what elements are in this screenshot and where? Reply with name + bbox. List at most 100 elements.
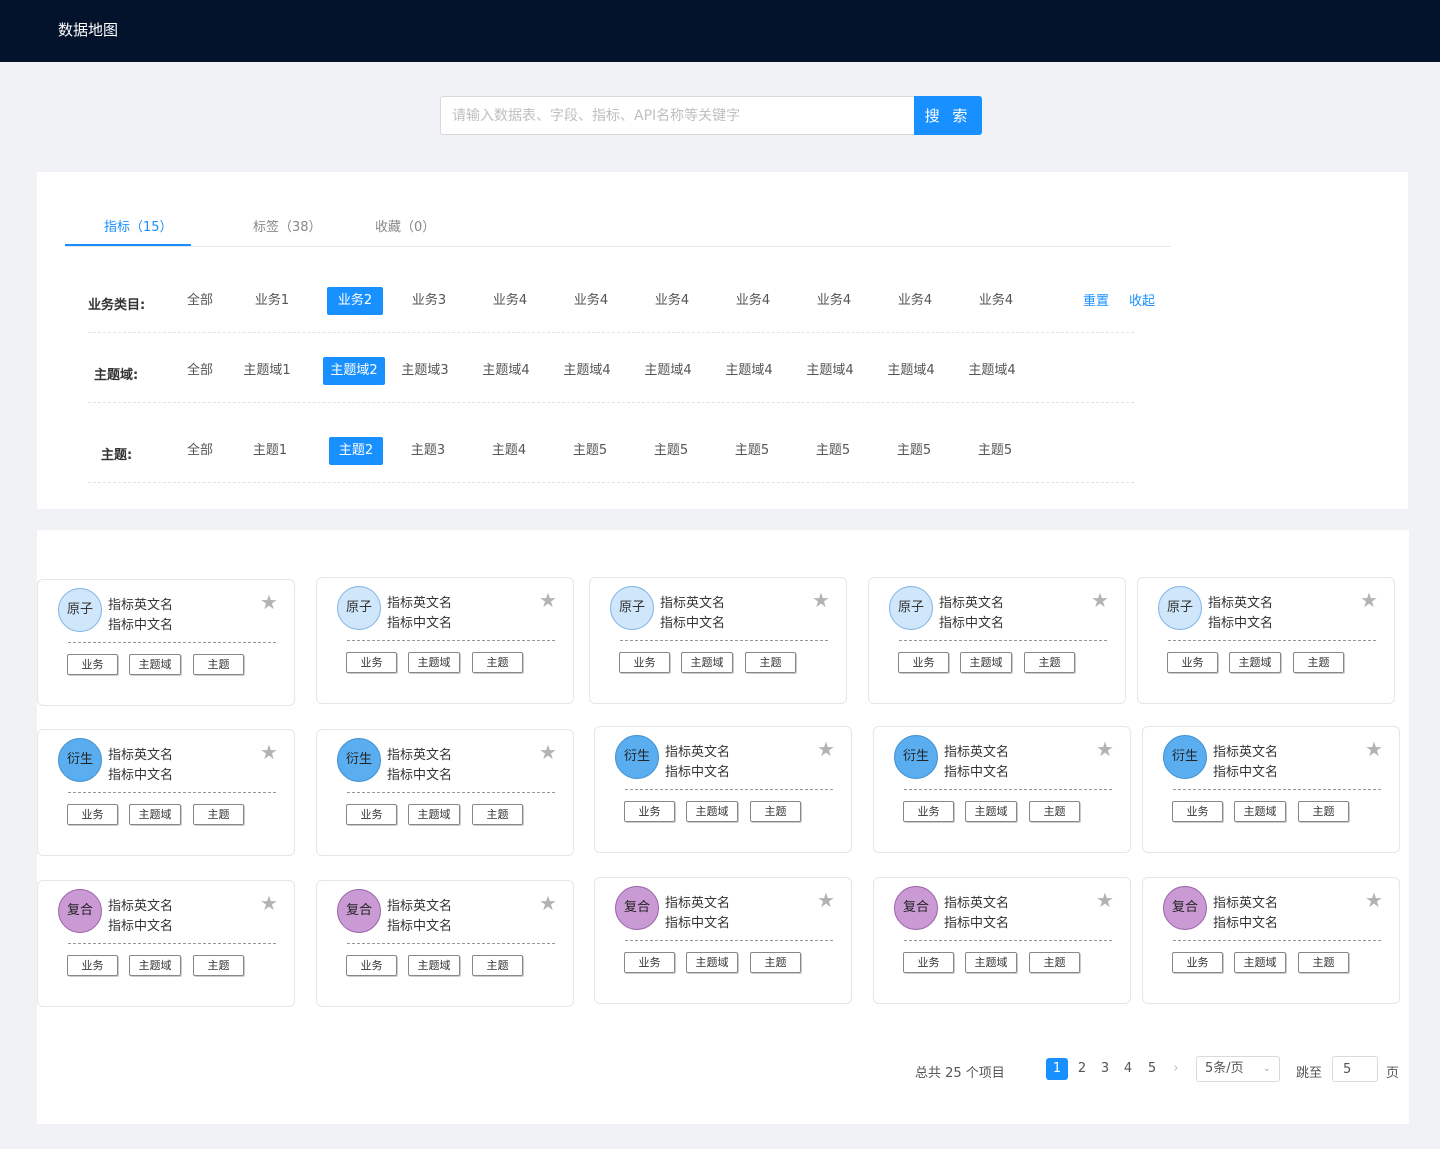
filter-option[interactable]: 主题2 [329, 437, 383, 465]
star-icon[interactable]: ★ [1096, 888, 1114, 912]
page-number[interactable]: 1 [1046, 1058, 1068, 1080]
filter-option[interactable]: 主题4 [491, 443, 527, 458]
filter-option[interactable]: 主题域4 [644, 363, 692, 378]
tag-business[interactable]: 业务 [67, 955, 118, 976]
filter-option[interactable]: 主题5 [653, 443, 689, 458]
metric-card[interactable]: 衍生 指标英文名 指标中文名 ★ 业务 主题域 主题 [594, 726, 852, 853]
star-icon[interactable]: ★ [260, 590, 278, 614]
filter-option[interactable]: 主题域3 [401, 363, 449, 378]
tag-business[interactable]: 业务 [67, 654, 118, 675]
tag-subject[interactable]: 主题 [472, 804, 523, 825]
metric-card[interactable]: 衍生 指标英文名 指标中文名 ★ 业务 主题域 主题 [37, 729, 295, 856]
star-icon[interactable]: ★ [539, 588, 557, 612]
tag-business[interactable]: 业务 [903, 801, 954, 822]
metric-card[interactable]: 复合 指标英文名 指标中文名 ★ 业务 主题域 主题 [873, 877, 1131, 1004]
tab-tags[interactable]: 标签（38） [253, 220, 322, 235]
metric-card[interactable]: 复合 指标英文名 指标中文名 ★ 业务 主题域 主题 [316, 880, 574, 1007]
tag-business[interactable]: 业务 [903, 952, 954, 973]
filter-option[interactable]: 全部 [186, 443, 213, 458]
tag-business[interactable]: 业务 [898, 652, 949, 673]
tag-subject[interactable]: 主题 [193, 654, 244, 675]
star-icon[interactable]: ★ [1365, 888, 1383, 912]
tag-business[interactable]: 业务 [624, 801, 675, 822]
metric-card[interactable]: 复合 指标英文名 指标中文名 ★ 业务 主题域 主题 [37, 880, 295, 1007]
filter-option[interactable]: 主题域4 [482, 363, 530, 378]
metric-card[interactable]: 衍生 指标英文名 指标中文名 ★ 业务 主题域 主题 [316, 729, 574, 856]
tag-subject-domain[interactable]: 主题域 [965, 801, 1017, 822]
metric-card[interactable]: 原子 指标英文名 指标中文名 ★ 业务 主题域 主题 [37, 579, 295, 706]
star-icon[interactable]: ★ [817, 737, 835, 761]
tab-metrics[interactable]: 指标（15） [104, 220, 173, 235]
tag-subject[interactable]: 主题 [1298, 801, 1349, 822]
tag-business[interactable]: 业务 [619, 652, 670, 673]
star-icon[interactable]: ★ [1091, 588, 1109, 612]
tag-subject-domain[interactable]: 主题域 [1234, 952, 1286, 973]
tag-subject[interactable]: 主题 [750, 952, 801, 973]
tag-subject-domain[interactable]: 主题域 [129, 804, 181, 825]
tag-subject[interactable]: 主题 [193, 804, 244, 825]
filter-option[interactable]: 主题5 [734, 443, 770, 458]
star-icon[interactable]: ★ [539, 891, 557, 915]
filter-option[interactable]: 业务2 [327, 287, 383, 315]
star-icon[interactable]: ★ [539, 740, 557, 764]
tag-business[interactable]: 业务 [624, 952, 675, 973]
metric-card[interactable]: 衍生 指标英文名 指标中文名 ★ 业务 主题域 主题 [873, 726, 1131, 853]
tag-subject-domain[interactable]: 主题域 [1229, 652, 1281, 673]
filter-option[interactable]: 主题域4 [563, 363, 611, 378]
tag-business[interactable]: 业务 [67, 804, 118, 825]
filter-option[interactable]: 业务4 [816, 293, 852, 308]
filter-option[interactable]: 业务3 [411, 293, 447, 308]
tag-subject-domain[interactable]: 主题域 [965, 952, 1017, 973]
reset-link[interactable]: 重置 [1083, 294, 1110, 309]
metric-card[interactable]: 复合 指标英文名 指标中文名 ★ 业务 主题域 主题 [594, 877, 852, 1004]
star-icon[interactable]: ★ [260, 740, 278, 764]
filter-option[interactable]: 业务4 [492, 293, 528, 308]
star-icon[interactable]: ★ [812, 588, 830, 612]
tag-subject-domain[interactable]: 主题域 [408, 804, 460, 825]
page-number[interactable]: 5 [1147, 1061, 1157, 1076]
filter-option[interactable]: 全部 [186, 293, 213, 308]
filter-option[interactable]: 业务1 [254, 293, 290, 308]
search-input[interactable] [440, 96, 914, 135]
page-size-select[interactable]: 5条/页 ⌄ [1196, 1056, 1280, 1082]
filter-option[interactable]: 全部 [186, 363, 213, 378]
star-icon[interactable]: ★ [1365, 737, 1383, 761]
star-icon[interactable]: ★ [1096, 737, 1114, 761]
page-number[interactable]: 3 [1100, 1061, 1110, 1076]
search-button[interactable]: 搜 索 [914, 96, 982, 135]
filter-option[interactable]: 业务4 [978, 293, 1014, 308]
collapse-link[interactable]: 收起 [1129, 294, 1156, 309]
metric-card[interactable]: 原子 指标英文名 指标中文名 ★ 业务 主题域 主题 [868, 577, 1126, 704]
filter-option[interactable]: 主题域4 [806, 363, 854, 378]
filter-option[interactable]: 主题域4 [887, 363, 935, 378]
tag-subject[interactable]: 主题 [1029, 801, 1080, 822]
tag-subject-domain[interactable]: 主题域 [681, 652, 733, 673]
tag-subject[interactable]: 主题 [1024, 652, 1075, 673]
star-icon[interactable]: ★ [1360, 588, 1378, 612]
filter-option[interactable]: 主题5 [572, 443, 608, 458]
tag-business[interactable]: 业务 [346, 955, 397, 976]
jump-page-input[interactable] [1332, 1056, 1378, 1082]
filter-option[interactable]: 主题1 [252, 443, 288, 458]
tag-business[interactable]: 业务 [1172, 952, 1223, 973]
filter-option[interactable]: 主题3 [410, 443, 446, 458]
tag-subject[interactable]: 主题 [1293, 652, 1344, 673]
tag-business[interactable]: 业务 [346, 804, 397, 825]
tag-business[interactable]: 业务 [1172, 801, 1223, 822]
page-number[interactable]: 2 [1077, 1061, 1087, 1076]
metric-card[interactable]: 衍生 指标英文名 指标中文名 ★ 业务 主题域 主题 [1142, 726, 1400, 853]
filter-option[interactable]: 主题5 [977, 443, 1013, 458]
filter-option[interactable]: 主题5 [896, 443, 932, 458]
metric-card[interactable]: 复合 指标英文名 指标中文名 ★ 业务 主题域 主题 [1142, 877, 1400, 1004]
chevron-right-icon[interactable]: › [1173, 1061, 1179, 1076]
filter-option[interactable]: 业务4 [654, 293, 690, 308]
metric-card[interactable]: 原子 指标英文名 指标中文名 ★ 业务 主题域 主题 [1137, 577, 1395, 704]
page-number[interactable]: 4 [1123, 1061, 1133, 1076]
tag-subject[interactable]: 主题 [193, 955, 244, 976]
filter-option[interactable]: 主题域1 [243, 363, 291, 378]
tag-subject-domain[interactable]: 主题域 [686, 801, 738, 822]
tag-subject[interactable]: 主题 [472, 955, 523, 976]
tag-subject[interactable]: 主题 [750, 801, 801, 822]
metric-card[interactable]: 原子 指标英文名 指标中文名 ★ 业务 主题域 主题 [589, 577, 847, 704]
tag-subject-domain[interactable]: 主题域 [129, 654, 181, 675]
